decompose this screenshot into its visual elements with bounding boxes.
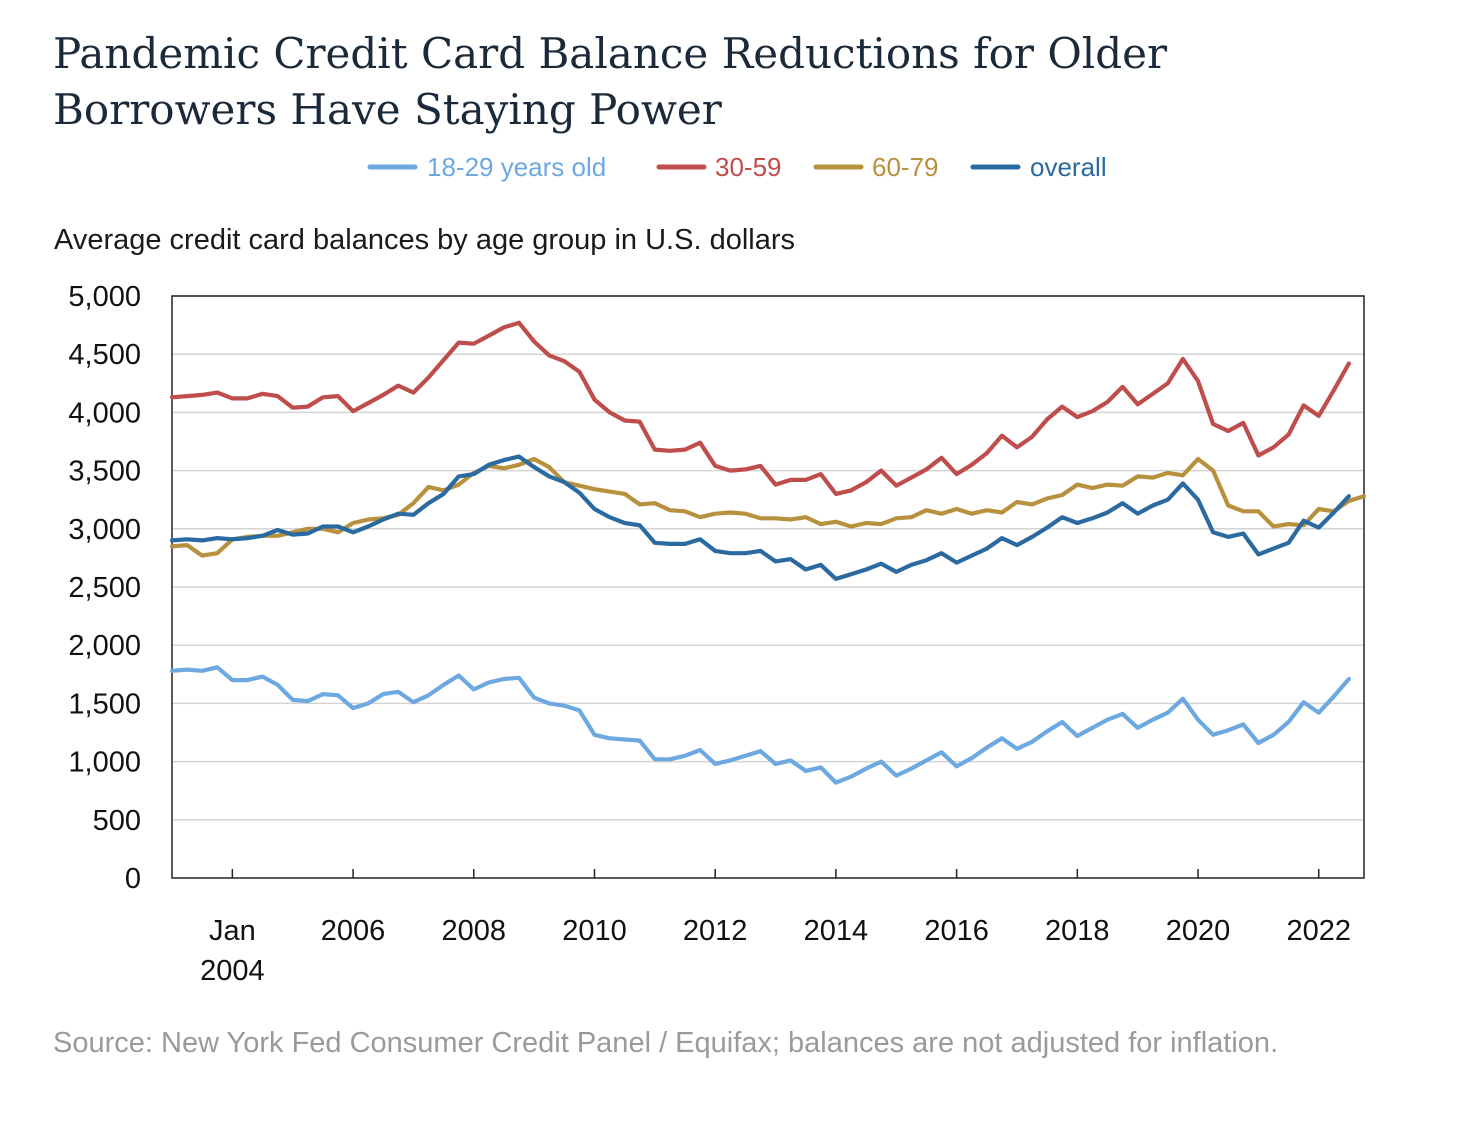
legend-label-30-59: 30-59 bbox=[715, 152, 782, 182]
series-line-overall bbox=[169, 454, 1352, 582]
x-tick-label: 2008 bbox=[442, 915, 507, 947]
series-line-60-79 bbox=[169, 456, 1367, 558]
y-tick-label: 4,000 bbox=[68, 397, 141, 429]
x-tick-label: 2020 bbox=[1166, 915, 1231, 947]
chart-subtitle: Average credit card balances by age grou… bbox=[54, 224, 796, 256]
line-chart: 0 500 1,000 1,500 2,000 2,500 3,000 3,500 4,000 4… bbox=[68, 281, 1367, 987]
y-tick-label: 0 bbox=[125, 863, 141, 895]
x-tick-label: 2010 bbox=[562, 915, 627, 947]
x-tick-label: 2018 bbox=[1045, 915, 1110, 947]
y-tick-label: 2,500 bbox=[68, 572, 141, 604]
legend-label-overall: overall bbox=[1030, 152, 1107, 182]
x-tick-label: Jan 2004 bbox=[200, 915, 265, 987]
page-title: Pandemic Credit Card Balance Reductions … bbox=[53, 29, 1168, 134]
chart-legend: 18-29 years old 30-59 60-79 overall bbox=[367, 152, 1107, 182]
x-tick-label: 2014 bbox=[804, 915, 869, 947]
y-tick-label: 5,000 bbox=[68, 281, 141, 313]
series-line-18-29-years-old bbox=[169, 665, 1352, 785]
y-tick-label: 4,500 bbox=[68, 339, 141, 371]
x-tick-label: 2022 bbox=[1286, 915, 1351, 947]
y-tick-label: 3,000 bbox=[68, 514, 141, 546]
legend-label-18-29-years-old: 18-29 years old bbox=[427, 152, 606, 182]
y-tick-label: 2,000 bbox=[68, 630, 141, 662]
y-tick-label: 1,500 bbox=[68, 688, 141, 720]
legend-label-60-79: 60-79 bbox=[872, 152, 939, 182]
x-tick-label: 2012 bbox=[683, 915, 748, 947]
series-line-30-59 bbox=[169, 320, 1352, 496]
x-tick-label: 2016 bbox=[924, 915, 989, 947]
y-tick-label: 3,500 bbox=[68, 456, 141, 488]
x-tick-label: 2006 bbox=[321, 915, 386, 947]
plot-frame bbox=[171, 295, 1365, 879]
y-tick-label: 500 bbox=[93, 805, 141, 837]
y-tick-label: 1,000 bbox=[68, 747, 141, 779]
source-note: Source: New York Fed Consumer Credit Pan… bbox=[53, 1027, 1279, 1059]
